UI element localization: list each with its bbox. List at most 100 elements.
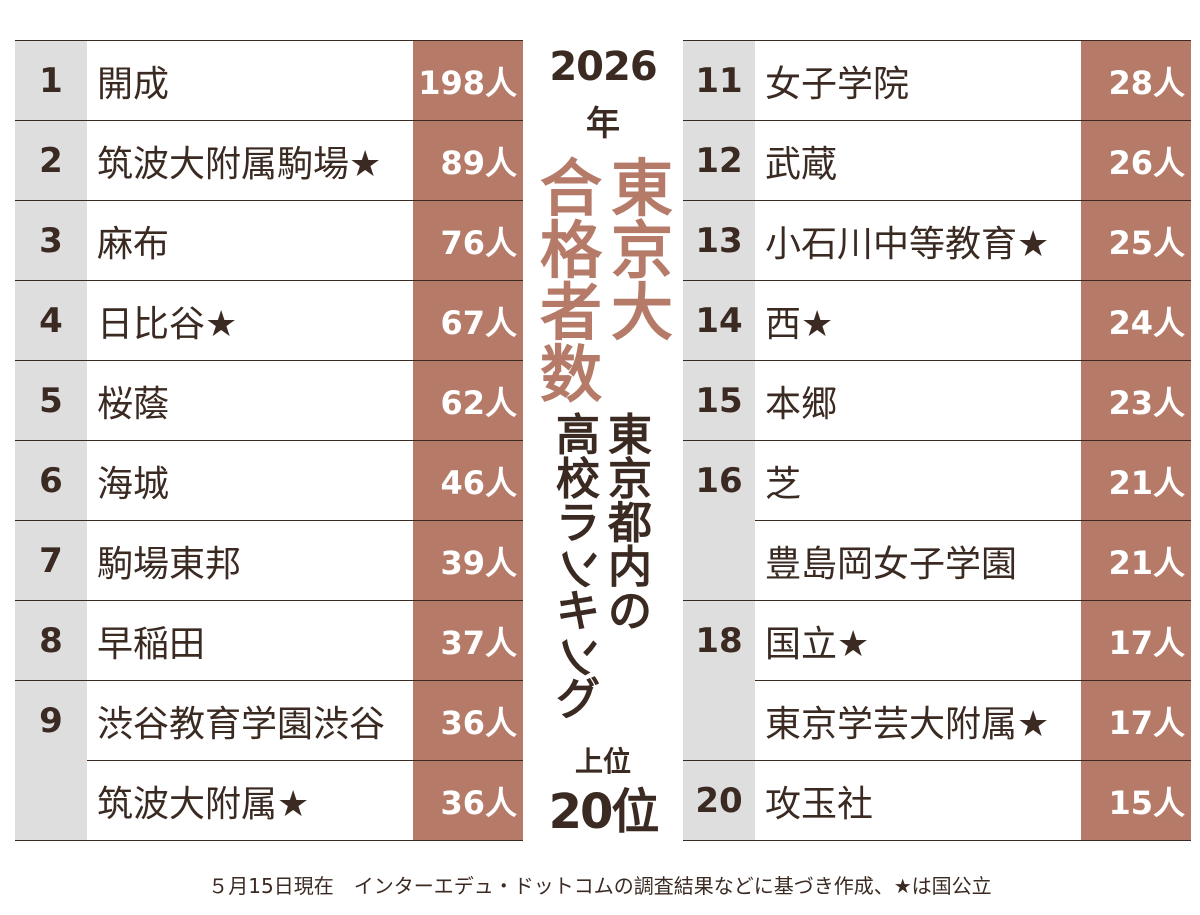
table-row: 4 日比谷★ 67人	[15, 280, 523, 360]
title-char: グ	[556, 674, 600, 725]
rank-cell	[683, 680, 755, 760]
rank-cell: 8	[15, 601, 87, 680]
rank-cell: 3	[15, 201, 87, 280]
title-year-kanji: 年	[586, 104, 620, 144]
title-char: 高	[556, 410, 600, 461]
school-name: 桜蔭	[97, 383, 170, 425]
school-name: 筑波大附属駒場★	[97, 143, 382, 185]
table-row: 15 本郷 23人	[683, 360, 1191, 440]
school-name: 豊島岡女子学園	[755, 520, 1081, 600]
title-char: 大	[610, 276, 673, 349]
title-sub-right: 東京都内の	[606, 414, 654, 634]
rank-cell	[683, 520, 755, 600]
school-name: 渋谷教育学園渋谷	[97, 703, 386, 745]
pass-count: 36人	[413, 681, 523, 760]
title-block: 2026 年 東京大 合格者数 東京都内の 高校ランキング 上位 20位	[530, 40, 676, 840]
pass-count: 28人	[1081, 41, 1191, 120]
school-name: 芝	[765, 463, 802, 505]
table-row: 14 西★ 24人	[683, 280, 1191, 360]
table-row: 1 開成 198人	[15, 40, 523, 120]
pass-count: 15人	[1081, 761, 1191, 840]
pass-count: 24人	[1081, 281, 1191, 360]
title-char: ラ	[556, 498, 600, 549]
school-name: 小石川中等教育★	[765, 223, 1050, 265]
pass-count: 39人	[413, 521, 523, 600]
pass-count: 17人	[1081, 601, 1191, 680]
rank-cell: 16	[683, 441, 755, 520]
table-row: 13 小石川中等教育★ 25人	[683, 200, 1191, 280]
table-row: 豊島岡女子学園 21人	[683, 520, 1191, 600]
title-char: 京	[608, 454, 652, 505]
pass-count: 62人	[413, 361, 523, 440]
school-name: 本郷	[765, 383, 838, 425]
table-row: 6 海城 46人	[15, 440, 523, 520]
school-name: 麻布	[97, 223, 170, 265]
school-name: 国立★	[765, 623, 870, 665]
rank-cell: 2	[15, 121, 87, 200]
rank-cell: 20	[683, 761, 755, 840]
school-name: 攻玉社	[765, 783, 874, 825]
school-name: 日比谷★	[97, 303, 238, 345]
title-char: ン	[553, 634, 604, 678]
pass-count: 26人	[1081, 121, 1191, 200]
table-row: 5 桜蔭 62人	[15, 360, 523, 440]
table-row: 3 麻布 76人	[15, 200, 523, 280]
title-main-left: 合格者数	[538, 158, 604, 406]
rank-cell: 15	[683, 361, 755, 440]
pass-count: 17人	[1081, 680, 1191, 760]
ranking-table-right: 11 女子学院 28人 12 武蔵 26人 13 小石川中等教育★ 25人 14 西★ 24人 15 本郷…	[683, 40, 1191, 841]
title-main-right: 東京大	[609, 158, 675, 344]
rank-cell: 5	[15, 361, 87, 440]
pass-count: 23人	[1081, 361, 1191, 440]
title-char: キ	[556, 586, 600, 637]
rank-cell: 7	[15, 521, 87, 600]
title-top-label: 上位	[574, 745, 631, 778]
table-row: 12 武蔵 26人	[683, 120, 1191, 200]
pass-count: 46人	[413, 441, 523, 520]
school-name: 海城	[97, 463, 170, 505]
rank-cell: 13	[683, 201, 755, 280]
rank-cell: 11	[683, 41, 755, 120]
footnote: ５月15日現在 インターエデュ・ドットコムの調査結果などに基づき作成、★は国公立	[208, 874, 992, 898]
title-char: 格	[539, 214, 602, 287]
school-name: 東京学芸大附属★	[755, 680, 1081, 760]
title-year-number: 2026	[549, 44, 657, 90]
title-char: 東	[608, 410, 652, 461]
title-char: 内	[608, 542, 652, 593]
rank-cell: 9	[15, 681, 87, 760]
school-name: 開成	[97, 63, 170, 105]
title-char: 都	[608, 498, 652, 549]
pass-count: 21人	[1081, 441, 1191, 520]
rank-cell	[15, 760, 87, 840]
table-row: 7 駒場東邦 39人	[15, 520, 523, 600]
school-name: 女子学院	[765, 63, 910, 105]
school-name: 駒場東邦	[97, 543, 242, 585]
pass-count: 36人	[413, 760, 523, 840]
table-row: 8 早稲田 37人	[15, 600, 523, 680]
pass-count: 25人	[1081, 201, 1191, 280]
table-row: 9 渋谷教育学園渋谷 36人	[15, 680, 523, 760]
table-row: 2 筑波大附属駒場★ 89人	[15, 120, 523, 200]
rank-cell: 4	[15, 281, 87, 360]
title-char: の	[608, 586, 652, 637]
table-row: 東京学芸大附属★ 17人	[683, 680, 1191, 760]
table-row: 20 攻玉社 15人	[683, 760, 1191, 840]
rank-cell: 6	[15, 441, 87, 520]
school-name: 早稲田	[97, 623, 206, 665]
title-char: 者	[539, 276, 602, 349]
ranking-table-left: 1 開成 198人 2 筑波大附属駒場★ 89人 3 麻布 76人 4 日比谷★ 67人 5 桜蔭 62人 6…	[15, 40, 523, 841]
school-name: 武蔵	[765, 143, 838, 185]
pass-count: 37人	[413, 601, 523, 680]
title-char: ン	[553, 546, 604, 590]
title-char: 校	[556, 454, 600, 505]
table-row: 18 国立★ 17人	[683, 600, 1191, 680]
title-char: 合	[539, 152, 602, 225]
pass-count: 67人	[413, 281, 523, 360]
table-row: 11 女子学院 28人	[683, 40, 1191, 120]
pass-count: 89人	[413, 121, 523, 200]
rank-cell: 18	[683, 601, 755, 680]
title-char: 京	[610, 214, 673, 287]
title-top-count: 20位	[548, 784, 660, 840]
table-row: 16 芝 21人	[683, 440, 1191, 520]
title-char: 数	[539, 338, 602, 411]
